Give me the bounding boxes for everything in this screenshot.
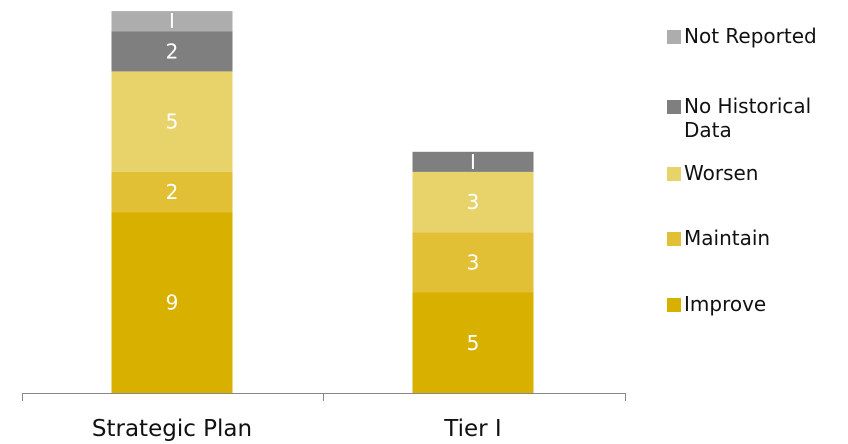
legend-label: Maintain bbox=[684, 226, 771, 250]
data-label-improve: 5 bbox=[467, 331, 480, 355]
data-label-no-historical-data: I bbox=[470, 150, 476, 174]
legend-swatch bbox=[667, 298, 681, 312]
bar-segment-worsen bbox=[111, 71, 233, 172]
data-label-not-reported: I bbox=[169, 9, 175, 33]
legend-swatch bbox=[667, 100, 681, 114]
data-label-improve: 9 bbox=[166, 291, 179, 315]
legend-item: No Historical Data bbox=[667, 94, 834, 142]
bar-segment-worsen bbox=[412, 171, 534, 233]
data-label-no-historical-data: 2 bbox=[166, 39, 179, 63]
bar-segment-not-reported bbox=[111, 11, 233, 32]
legend-label: No Historical Data bbox=[684, 94, 812, 142]
bar-segment-no-historical-data bbox=[111, 31, 233, 72]
data-label-maintain: 2 bbox=[166, 180, 179, 204]
x-tick-label: Strategic Plan bbox=[92, 416, 252, 442]
legend-label: Improve bbox=[684, 292, 767, 316]
x-tick-label: Tier I bbox=[443, 416, 501, 442]
bar-segment-maintain bbox=[412, 232, 534, 293]
legend-label: Worsen bbox=[684, 161, 759, 185]
bar-segment-improve bbox=[412, 292, 534, 393]
bar-segment-no-historical-data bbox=[412, 151, 534, 172]
legend-item: Worsen bbox=[667, 161, 758, 185]
data-label-worsen: 5 bbox=[166, 110, 179, 134]
bar-segment-maintain bbox=[111, 171, 233, 213]
legend-swatch bbox=[667, 30, 681, 44]
legend-item: Not Reported bbox=[667, 24, 817, 48]
legend-item: Improve bbox=[667, 292, 766, 316]
legend-swatch bbox=[667, 232, 681, 246]
data-label-maintain: 3 bbox=[467, 250, 480, 274]
data-label-worsen: 3 bbox=[467, 190, 480, 214]
legend-item: Maintain bbox=[667, 226, 770, 250]
legend-label: Not Reported bbox=[684, 24, 817, 48]
legend-swatch bbox=[667, 167, 681, 181]
bar-segment-improve bbox=[111, 212, 233, 393]
